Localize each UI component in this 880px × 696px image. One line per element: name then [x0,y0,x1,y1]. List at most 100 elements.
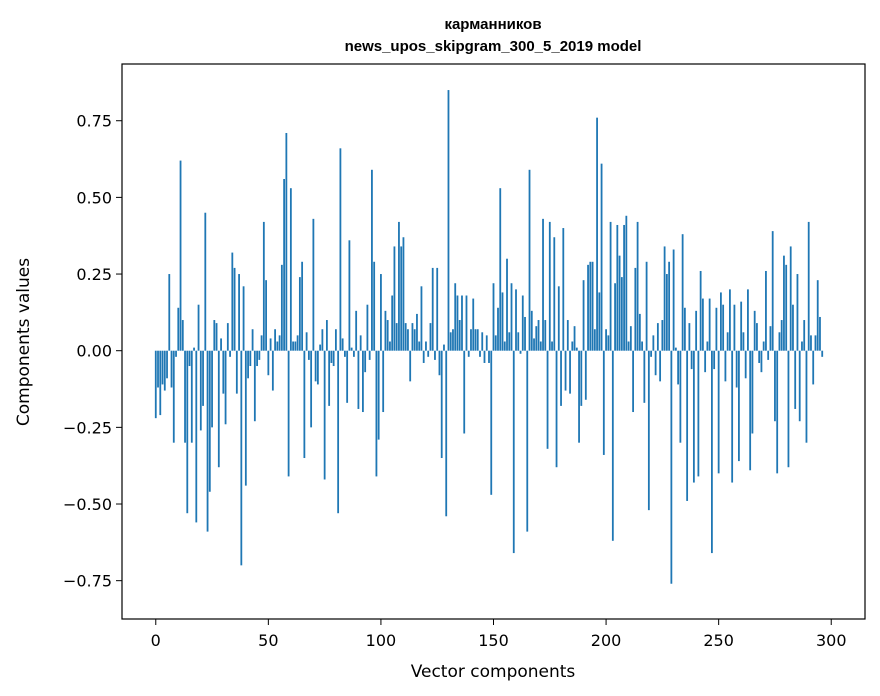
bar-141 [472,298,475,351]
bar-184 [569,350,571,394]
bar-192 [587,264,589,351]
bar-58 [285,132,288,351]
bar-106 [393,246,396,351]
bar-28 [217,350,220,468]
bar-153 [499,188,502,351]
bar-167 [530,310,533,351]
bar-91 [359,335,362,351]
bar-108 [398,221,400,351]
bar-247 [711,350,713,554]
y-tick-label: −0.75 [63,572,112,591]
bar-220 [650,350,653,357]
y-tick-label: 0.25 [76,265,112,284]
bar-15 [188,350,191,367]
bar-137 [463,350,466,434]
bar-270 [762,341,765,351]
bar-223 [656,323,659,351]
bar-37 [238,274,240,351]
bar-201 [607,335,610,351]
bar-29 [220,338,222,351]
bar-154 [501,292,504,351]
bar-122 [429,323,432,351]
y-axis-label: Components values [14,258,34,426]
bar-40 [244,350,247,486]
bar-95 [368,350,371,360]
bar-196 [596,117,598,351]
bar-144 [479,350,481,357]
bar-156 [506,258,508,351]
bar-54 [276,341,279,351]
bar-248 [713,350,716,370]
bar-253 [724,350,727,382]
bar-48 [262,221,265,351]
bar-12 [181,320,184,351]
bar-89 [355,310,358,351]
bar-67 [305,332,308,351]
chart-title-line2: news_upos_skipgram_300_5_2019 model [345,38,642,55]
bar-224 [659,350,662,382]
bar-243 [701,298,704,351]
bar-66 [303,350,306,459]
bar-101 [382,350,385,413]
bar-33 [229,350,231,357]
bar-25 [211,350,213,428]
bar-110 [402,237,405,351]
bar-45 [256,350,258,367]
bar-211 [629,326,632,351]
bar-126 [438,350,441,376]
bar-171 [539,341,542,351]
bar-279 [783,255,785,351]
bar-105 [391,295,394,351]
bar-162 [519,350,522,354]
bar-31 [224,350,227,425]
x-tick-label: 300 [816,631,847,650]
bar-35 [233,267,236,351]
bar-263 [747,289,749,351]
bar-69 [310,350,313,428]
bar-145 [481,332,484,351]
x-tick-label: 50 [258,631,278,650]
bar-77 [328,350,331,406]
bar-265 [751,350,754,434]
bar-61 [292,341,295,351]
bar-73 [319,344,322,351]
bar-238 [690,350,693,370]
bar-10 [177,307,180,351]
bar-1 [157,350,159,388]
y-tick-label: −0.25 [63,418,112,437]
bar-246 [708,298,711,351]
bar-55 [278,335,281,351]
bar-94 [366,304,369,351]
bar-205 [616,224,619,351]
bar-97 [373,261,376,351]
bar-283 [792,304,794,351]
bar-266 [753,310,756,351]
bar-291 [810,335,812,351]
bars-layer [154,90,824,584]
bar-131 [449,332,452,351]
bar-70 [312,218,315,351]
bar-282 [789,246,792,351]
bar-27 [215,323,218,351]
bar-111 [404,323,407,351]
bar-186 [573,326,576,351]
bar-222 [654,350,657,376]
bar-134 [456,295,459,351]
bar-147 [485,335,488,351]
bar-143 [476,329,479,351]
bar-197 [598,292,601,351]
bar-249 [715,307,718,351]
bar-229 [670,350,673,584]
bar-228 [668,261,671,351]
bar-271 [765,270,767,351]
bar-3 [161,350,164,385]
bar-71 [314,350,317,382]
x-tick-label: 200 [591,631,622,650]
bar-93 [364,350,367,373]
bar-185 [571,341,574,351]
bar-234 [681,234,684,351]
bar-288 [803,320,806,351]
bar-7 [170,350,173,388]
bar-115 [413,329,416,351]
